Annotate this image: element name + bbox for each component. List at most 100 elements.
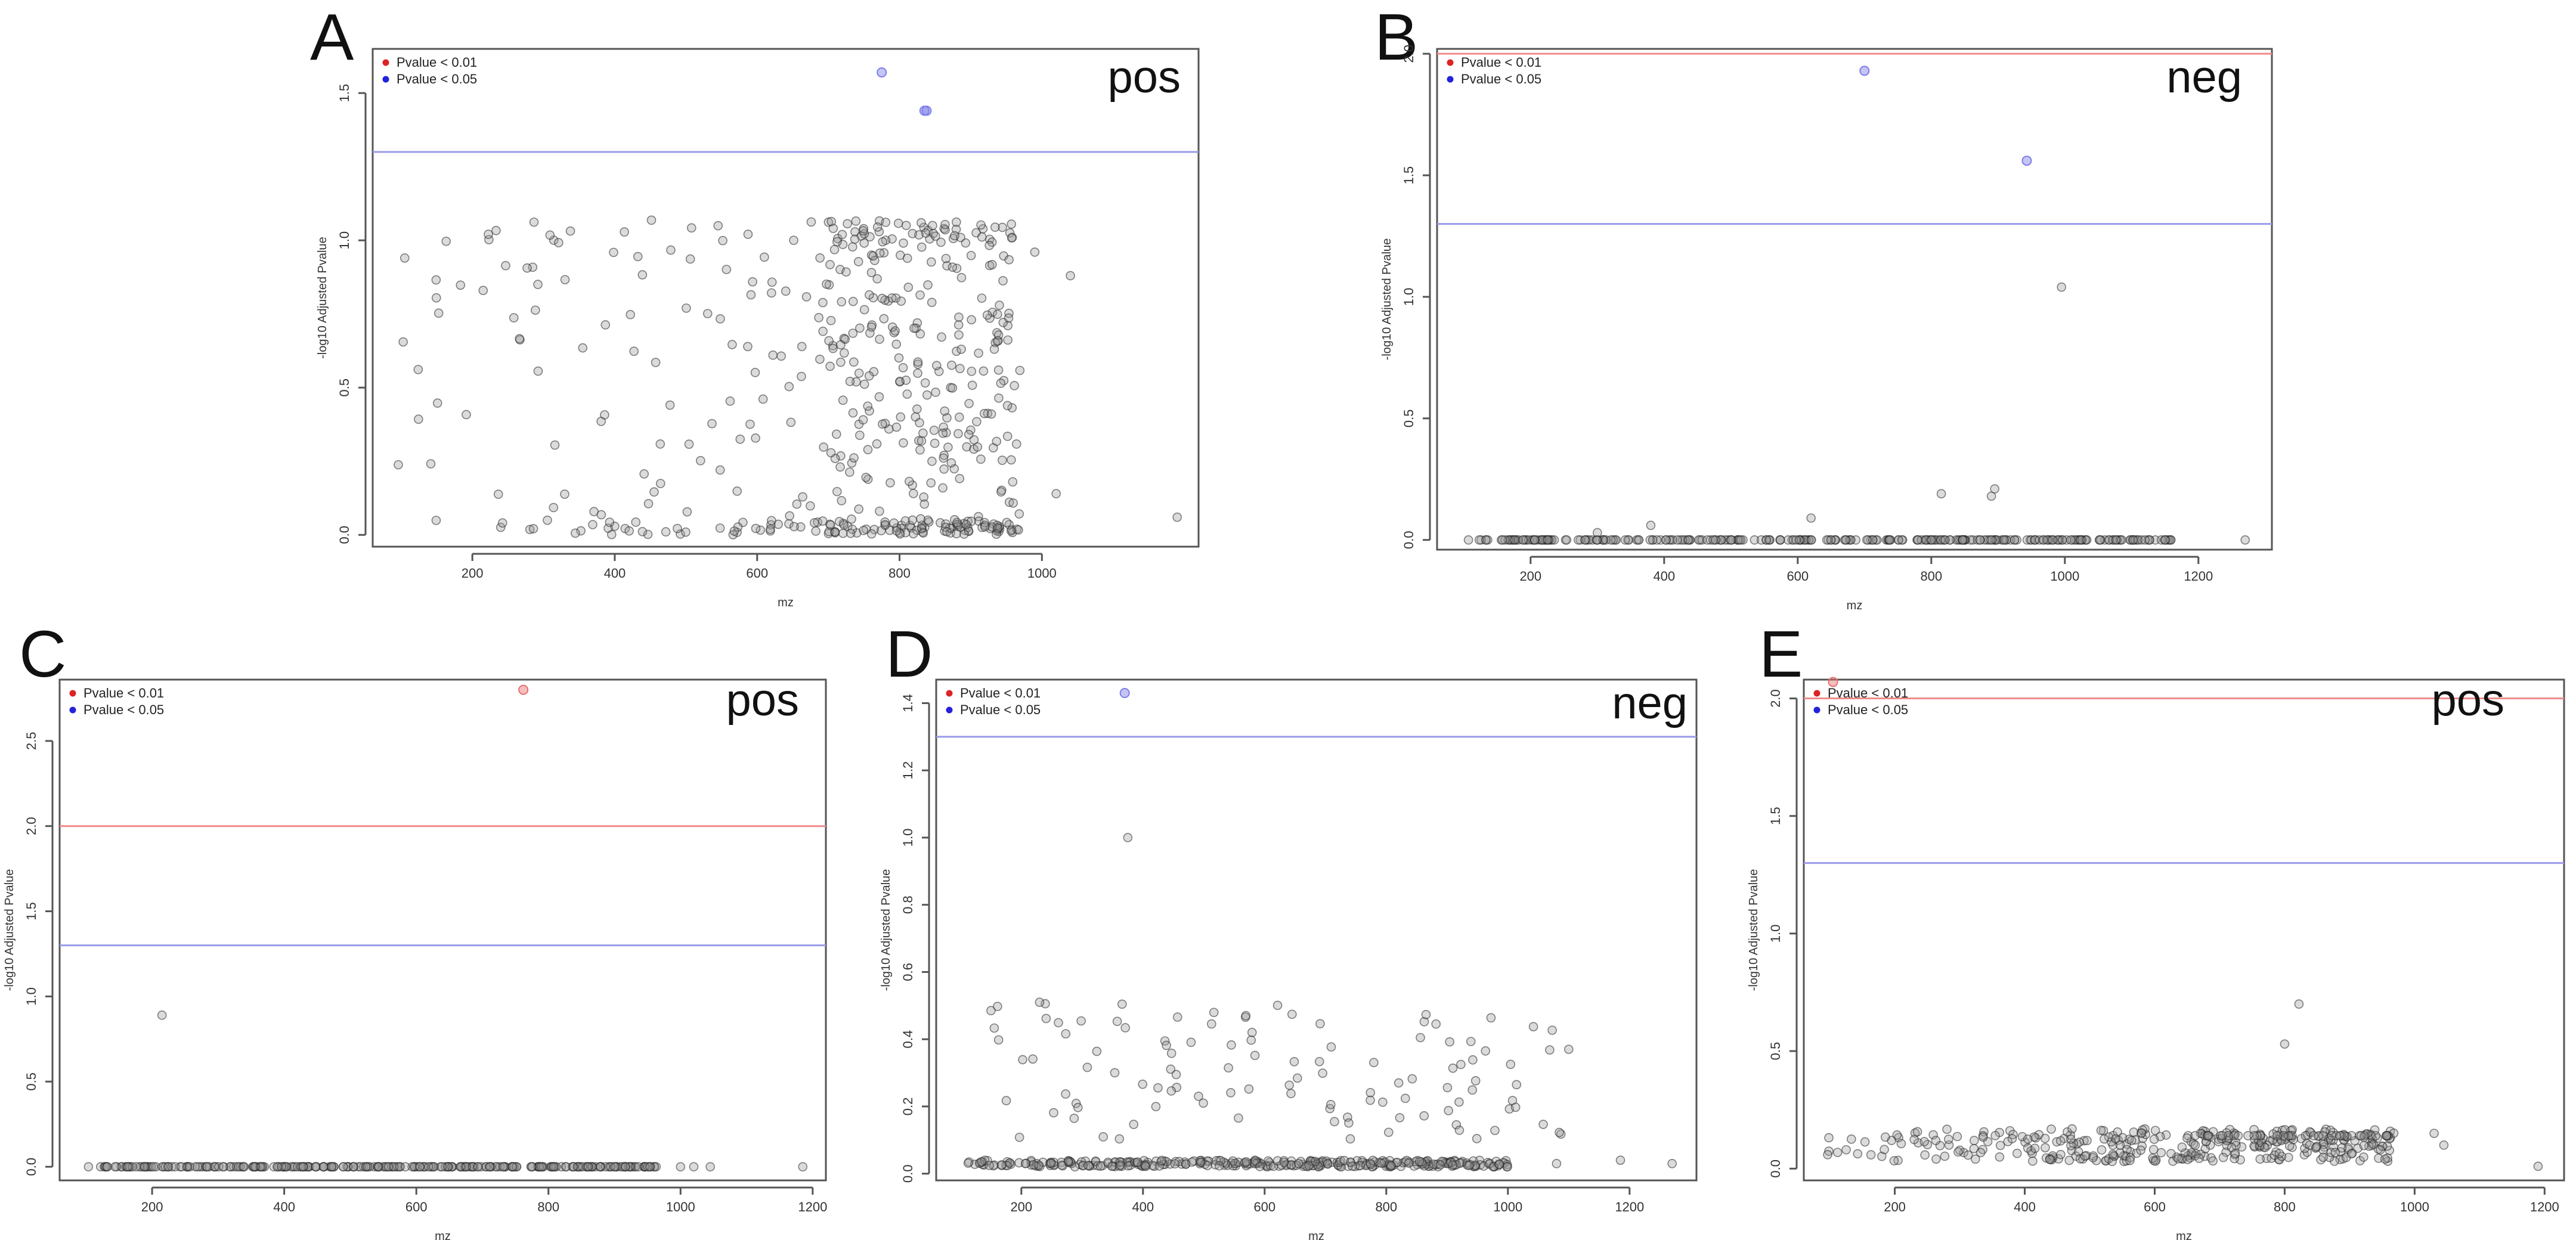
data-point	[1404, 1158, 1414, 1168]
data-point	[887, 293, 897, 303]
data-point	[896, 412, 906, 422]
x-tick-label: 400	[604, 566, 626, 581]
data-point	[984, 240, 994, 250]
data-point	[1041, 1013, 1051, 1024]
data-point	[2182, 1133, 2192, 1143]
x-tick-label: 600	[746, 566, 768, 581]
data-point	[2177, 1142, 2187, 1152]
data-point	[1976, 1148, 1986, 1158]
data-point	[819, 442, 828, 452]
data-point	[967, 380, 977, 390]
data-point	[838, 528, 848, 538]
data-point	[2145, 535, 2154, 545]
data-point	[2356, 1131, 2366, 1140]
data-point	[1138, 1079, 1148, 1089]
data-point	[751, 433, 760, 443]
data-point	[1832, 1148, 1843, 1157]
data-point	[988, 443, 998, 452]
data-point	[327, 1162, 337, 1171]
data-point	[546, 1162, 556, 1171]
data-point	[1227, 1040, 1236, 1050]
data-point	[1936, 489, 1946, 499]
data-point	[218, 1162, 228, 1171]
data-point	[878, 419, 887, 429]
data-point	[792, 499, 802, 509]
data-point	[1538, 1120, 1548, 1129]
panel-d: D 200 400 600 800 1000 1200 mz 0.0 0.2 0.4 0.6 0.8 1…	[880, 618, 1698, 1240]
data-point	[987, 308, 998, 317]
data-point	[748, 277, 757, 287]
y-axis-title: -log10 Adjusted Pvalue	[3, 869, 16, 991]
data-point	[1287, 1009, 1297, 1019]
data-point	[1853, 1149, 1863, 1159]
data-point	[256, 1162, 266, 1171]
data-point	[865, 232, 875, 242]
data-point	[1323, 1159, 1333, 1169]
data-point	[2301, 1131, 2311, 1140]
data-point	[1841, 1145, 1851, 1155]
x-tick-label: 200	[1010, 1199, 1032, 1214]
legend-swatch	[1813, 690, 1820, 697]
x-tick-label: 400	[1132, 1199, 1154, 1214]
data-point	[942, 527, 952, 537]
data-point	[462, 410, 471, 420]
data-point	[1014, 1132, 1024, 1142]
data-point	[845, 467, 854, 477]
data-point	[588, 520, 597, 529]
data-point	[620, 227, 629, 237]
data-point	[1593, 528, 1602, 538]
data-point	[1726, 535, 1736, 545]
data-point	[2041, 1143, 2050, 1152]
data-point	[1234, 1113, 1243, 1123]
data-point	[415, 1162, 425, 1171]
data-point	[1110, 1068, 1120, 1078]
data-point	[841, 267, 851, 277]
data-point	[160, 1162, 171, 1171]
data-point	[993, 309, 1002, 319]
panel-a: A 200 400 600 800 1000 mz 0.0 0.5 1.0 1.5 -log10 A…	[310, 1, 1200, 609]
y-tick-label: 1.4	[900, 694, 915, 712]
data-point	[1400, 1093, 1410, 1103]
data-point	[1466, 1037, 1476, 1046]
data-point	[1897, 535, 1907, 545]
data-point	[838, 395, 848, 405]
data-point	[1228, 1156, 1238, 1166]
data-point	[743, 342, 753, 352]
data-point	[729, 526, 739, 536]
data-point	[529, 217, 539, 227]
data-point	[2311, 1142, 2321, 1152]
data-point	[1002, 432, 1013, 441]
data-point	[1549, 535, 1559, 545]
data-point	[917, 242, 927, 252]
data-point	[2035, 535, 2044, 545]
y-tick-label: 1.0	[900, 829, 915, 847]
x-axis-b: 200 400 600 800 1000 1200 mz	[1519, 556, 2213, 612]
data-point	[1736, 535, 1746, 545]
data-point	[1574, 535, 1583, 545]
data-point	[423, 1162, 434, 1171]
data-point	[1667, 1159, 1677, 1168]
data-point	[2048, 535, 2057, 545]
data-point	[1885, 535, 1894, 545]
legend-swatch	[1447, 76, 1454, 83]
legend-label: Pvalue < 0.05	[83, 702, 164, 717]
significant-point	[1859, 66, 1870, 76]
data-point	[1366, 1095, 1375, 1105]
data-point	[1990, 1131, 2000, 1140]
data-point	[681, 527, 691, 537]
data-point	[2055, 1136, 2066, 1146]
data-point	[902, 389, 912, 399]
data-point	[440, 1162, 450, 1171]
x-tick-label: 1200	[798, 1199, 827, 1214]
data-point	[1098, 1132, 1108, 1142]
data-point	[835, 462, 845, 472]
data-point	[1166, 1064, 1176, 1074]
data-point	[2136, 1145, 2145, 1155]
data-point	[661, 527, 671, 537]
data-point	[713, 221, 723, 231]
data-point	[689, 1162, 699, 1171]
data-point	[1442, 1083, 1453, 1093]
legend-swatch	[946, 690, 953, 697]
data-point	[1244, 1084, 1254, 1094]
data-point	[413, 365, 423, 374]
